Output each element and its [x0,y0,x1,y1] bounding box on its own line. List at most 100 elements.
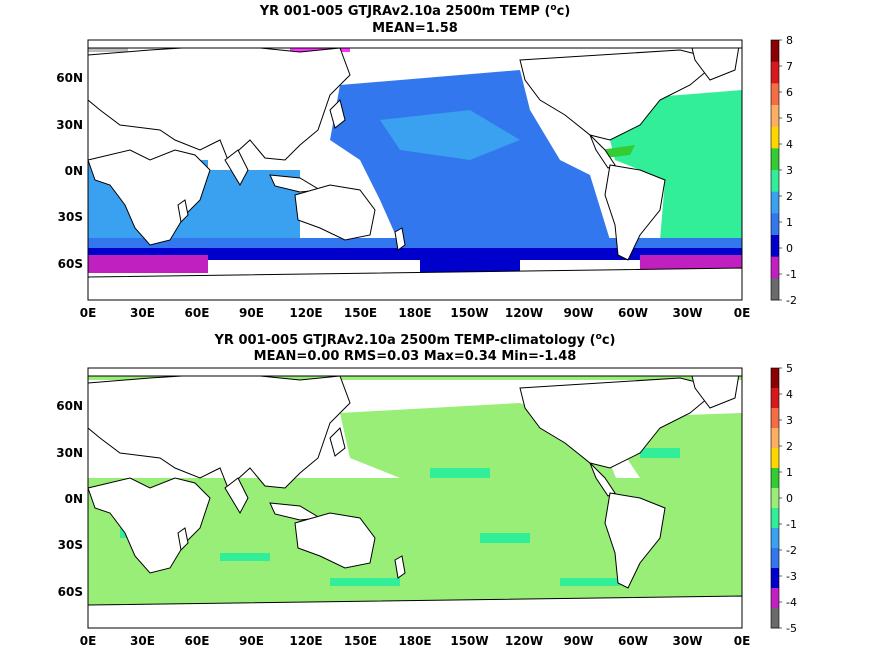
x-tick-label: 0E [734,306,751,320]
y-tick-60n: 60N [56,71,83,85]
panel-2-subtitle: MEAN=0.00 RMS=0.03 Max=0.34 Min=-1.48 [254,349,577,364]
y-tick-0n: 0N [65,164,83,178]
colorbar-swatch [771,213,779,236]
colorbar-swatch [771,488,779,509]
colorbar-swatch [771,368,779,389]
x-tick-label: 90E [239,306,264,320]
y-tick-0n: 0N [65,492,83,506]
x-tick-label: 60E [185,634,210,648]
colorbar-swatch [771,170,779,193]
x-tick-label: 60W [618,634,648,648]
y-tick-30n: 30N [56,446,83,460]
colorbar-swatch [771,235,779,258]
colorbar-label: 4 [786,138,793,151]
y-tick-30n: 30N [56,118,83,132]
x-tick-label: 30E [130,306,155,320]
colorbar-label: 7 [786,60,793,73]
x-tick-label: 60E [185,306,210,320]
colorbar-swatch [771,468,779,489]
colorbar-label: 0 [786,242,793,255]
southern-ocean-band-2 [88,248,742,260]
colorbar-label: 3 [786,414,793,427]
colorbar-label: -5 [786,622,797,635]
colorbar-swatch [771,428,779,449]
colorbar-label: 2 [786,440,793,453]
y-tick-30s: 30S [58,210,83,224]
colorbar-swatch [771,568,779,589]
colorbar-swatch [771,588,779,609]
southern-ocean-band-1 [88,238,742,250]
x-tick-label: 150W [450,634,488,648]
x-tick-label: 0E [80,306,97,320]
colorbar-swatch [771,408,779,429]
x-tick-label: 120E [289,634,322,648]
panel-1-subtitle: MEAN=1.58 [372,21,458,36]
x-tick-label: 30W [673,634,703,648]
colorbar-swatch [771,548,779,569]
panel-1-map [87,39,743,301]
x-tick-label: 180E [398,634,431,648]
x-tick-label: 180E [398,306,431,320]
colorbar-swatch [771,508,779,529]
colorbar-label: -1 [786,268,797,281]
colorbar-swatch [771,83,779,106]
colorbar-label: 2 [786,190,793,203]
x-tick-label: 0E [80,634,97,648]
x-tick-label: 90E [239,634,264,648]
colorbar-swatch [771,278,779,301]
panel-2: YR 001-005 GTJRAv2.10a 2500m TEMP-climat… [56,332,797,648]
panel-2-x-axis: 0E 30E 60E 90E 120E 150E 180E 150W 120W 90W 60W 30W… [80,634,751,648]
panel-1-x-axis: 0E 30E 60E 90E 120E 150E 180E 150W 120W 90W 60W 30W… [80,306,751,320]
panel-2-map [87,367,743,629]
panel-1-y-axis: 60N 30N 0N 30S 60S [56,71,83,271]
colorbar-label: 1 [786,466,793,479]
colorbar-label: -2 [786,544,797,557]
x-tick-label: 0E [734,634,751,648]
x-tick-label: 90W [564,306,594,320]
colorbar-label: 3 [786,164,793,177]
x-tick-label: 120W [505,634,543,648]
colorbar-swatch [771,388,779,409]
colorbar-swatch [771,256,779,279]
panel-2-y-axis: 60N 30N 0N 30S 60S [56,399,83,599]
colorbar-label: 5 [786,362,793,375]
panel-1: YR 001-005 GTJRAv2.10a 2500m TEMP (oc) M… [56,3,797,320]
panel-1-colorbar: 8 7 6 5 4 3 2 1 0 -1 -2 [770,34,797,307]
colorbar-label: 8 [786,34,793,47]
colorbar-label: -4 [786,596,797,609]
panel-2-colorbar: 5 4 3 2 1 0 -1 -2 -3 -4 -5 [770,362,797,635]
colorbar-label: 5 [786,112,793,125]
y-tick-60s: 60S [58,585,83,599]
x-tick-label: 90W [564,634,594,648]
colorbar-label: 6 [786,86,793,99]
panel-1-title: YR 001-005 GTJRAv2.10a 2500m TEMP (oc) [259,3,571,19]
colorbar-label: 0 [786,492,793,505]
y-tick-30s: 30S [58,538,83,552]
colorbar-swatch [771,61,779,84]
colorbar-swatch [771,528,779,549]
colorbar-label: 1 [786,216,793,229]
colorbar-swatch [771,105,779,128]
x-tick-label: 30W [673,306,703,320]
x-tick-label: 60W [618,306,648,320]
x-tick-label: 120E [289,306,322,320]
colorbar-swatch [771,126,779,149]
colorbar-swatch [771,448,779,469]
y-tick-60n: 60N [56,399,83,413]
y-tick-60s: 60S [58,257,83,271]
colorbar-label: 4 [786,388,793,401]
colorbar-label: -2 [786,294,797,307]
colorbar-swatch [771,608,779,629]
colorbar-label: -1 [786,518,797,531]
colorbar-swatch [771,191,779,214]
colorbar-swatch [771,148,779,171]
colorbar-label: -3 [786,570,797,583]
x-tick-label: 150W [450,306,488,320]
x-tick-label: 150E [344,634,377,648]
x-tick-label: 30E [130,634,155,648]
x-tick-label: 150E [344,306,377,320]
colorbar-swatch [771,40,779,63]
panel-2-title: YR 001-005 GTJRAv2.10a 2500m TEMP-climat… [214,332,616,348]
x-tick-label: 120W [505,306,543,320]
